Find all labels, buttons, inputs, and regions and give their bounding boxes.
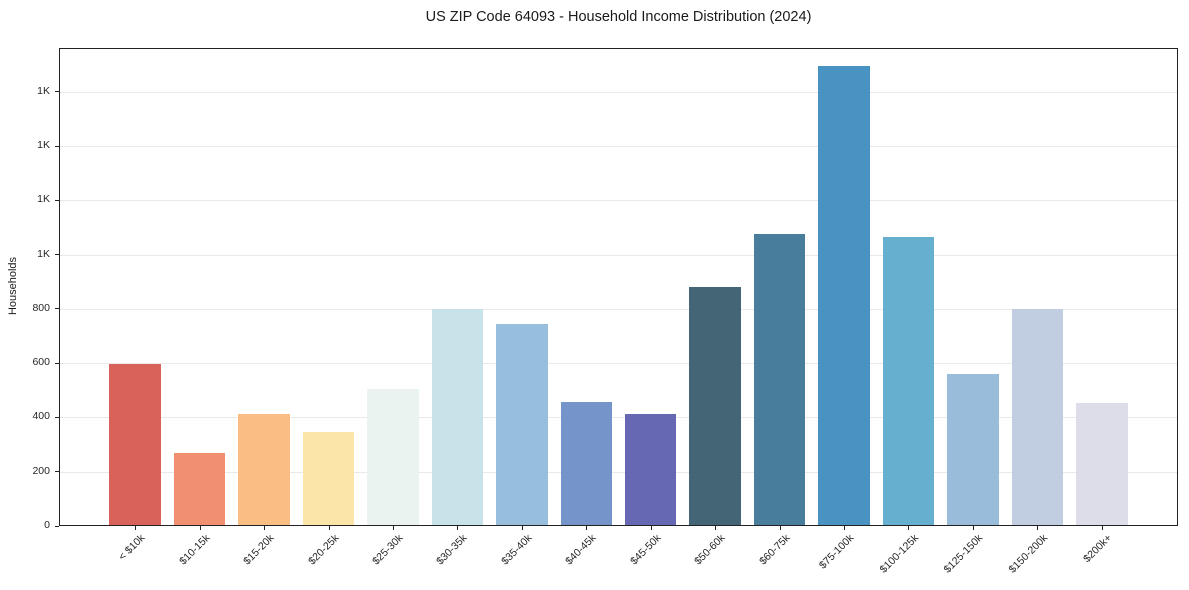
x-tick-label: $75-100k xyxy=(817,532,857,572)
y-tick-mark xyxy=(55,91,59,93)
gridline xyxy=(60,363,1177,365)
bar--125-150k xyxy=(947,373,999,525)
y-tick-label: 1K xyxy=(37,193,50,206)
bar--10-15k xyxy=(173,452,226,525)
gridline xyxy=(60,91,1177,93)
y-tick-label: 1K xyxy=(37,247,50,260)
y-tick-label: 1K xyxy=(37,84,50,97)
x-tick-label: $15-20k xyxy=(241,532,277,568)
y-tick-mark xyxy=(55,471,59,473)
y-tick-mark xyxy=(55,199,59,201)
gridline xyxy=(60,146,1177,148)
x-tick-mark xyxy=(1037,526,1039,530)
x-tick-label: $25-30k xyxy=(370,532,406,568)
bar--10k xyxy=(109,364,161,525)
gridline xyxy=(60,308,1177,310)
x-tick-label: $200k+ xyxy=(1081,532,1115,566)
y-tick-mark xyxy=(55,308,59,310)
bar--45-50k xyxy=(624,414,677,525)
x-tick-label: < $10k xyxy=(116,532,148,563)
gridline xyxy=(60,254,1177,256)
x-tick-label: $125-150k xyxy=(941,532,986,576)
gridline xyxy=(60,417,1177,419)
bar--75-100k xyxy=(818,66,870,525)
bar--20-25k xyxy=(302,432,355,525)
x-tick-mark xyxy=(908,526,910,530)
y-tick-label: 0 xyxy=(44,519,50,531)
y-tick-label: 600 xyxy=(32,356,50,369)
x-tick-label: $35-40k xyxy=(499,532,535,568)
y-tick-mark xyxy=(55,145,59,147)
x-tick-label: $10-15k xyxy=(176,532,213,568)
x-tick-mark xyxy=(328,526,330,530)
x-tick-label: $60-75k xyxy=(756,532,793,568)
x-tick-label: $150-200k xyxy=(1006,532,1050,576)
x-tick-label: $50-60k xyxy=(692,532,728,568)
bar--200k- xyxy=(1076,403,1128,525)
plot-area xyxy=(59,48,1178,526)
y-tick-mark xyxy=(55,362,59,364)
y-tick-label: 200 xyxy=(32,464,50,477)
y-tick-label: 1K xyxy=(37,139,50,152)
bar--15-20k xyxy=(238,413,290,525)
x-tick-label: $30-35k xyxy=(434,532,470,568)
x-tick-mark xyxy=(586,526,588,530)
x-tick-mark xyxy=(1101,526,1103,530)
x-tick-label: $45-50k xyxy=(627,532,664,568)
x-tick-mark xyxy=(844,526,846,530)
x-tick-mark xyxy=(392,526,394,530)
x-tick-mark xyxy=(135,526,137,530)
x-tick-mark xyxy=(521,526,523,530)
y-tick-label: 800 xyxy=(32,301,50,314)
bar--100-125k xyxy=(882,237,935,525)
gridline xyxy=(60,200,1177,202)
gridline xyxy=(60,471,1177,473)
x-tick-mark xyxy=(972,526,974,530)
bar--40-45k xyxy=(560,402,613,525)
bar--60-75k xyxy=(753,233,806,525)
y-tick-label: 400 xyxy=(32,410,50,423)
bar--30-35k xyxy=(431,309,484,525)
y-tick-mark xyxy=(55,525,59,527)
x-tick-mark xyxy=(264,526,266,530)
y-tick-mark xyxy=(55,254,59,256)
x-tick-mark xyxy=(779,526,781,530)
chart-title: US ZIP Code 64093 - Household Income Dis… xyxy=(425,9,812,25)
bar--25-30k xyxy=(367,389,419,525)
bar--35-40k xyxy=(496,324,548,525)
x-tick-mark xyxy=(457,526,459,530)
x-tick-label: $40-45k xyxy=(563,532,599,568)
x-tick-mark xyxy=(650,526,652,530)
bar--50-60k xyxy=(689,286,741,525)
y-tick-mark xyxy=(55,416,59,418)
x-tick-label: $100-125k xyxy=(877,532,921,576)
x-tick-label: $20-25k xyxy=(305,532,342,568)
x-tick-mark xyxy=(715,526,717,530)
x-tick-mark xyxy=(199,526,201,530)
bar--150-200k xyxy=(1011,308,1064,525)
